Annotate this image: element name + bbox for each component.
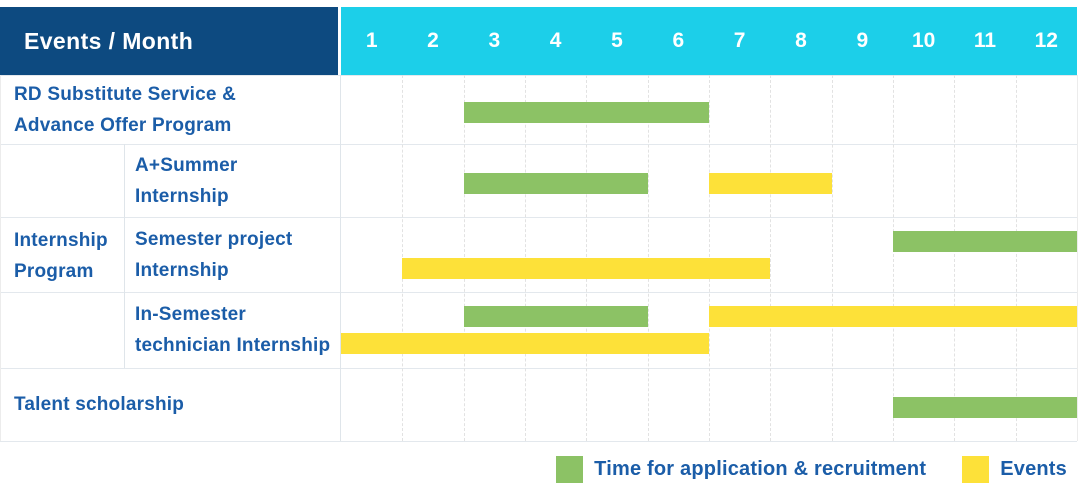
row-label-semester-project-internship: Semester project Internship bbox=[124, 217, 340, 292]
month-gridline bbox=[893, 75, 894, 441]
month-header-12: 12 bbox=[1034, 29, 1058, 52]
month-gridline bbox=[832, 75, 833, 441]
month-header-row: 1 2 3 4 5 6 7 8 9 10 11 12 bbox=[341, 7, 1077, 75]
month-header-7: 7 bbox=[733, 29, 746, 52]
gantt-bar-green bbox=[464, 173, 648, 194]
month-header-9: 9 bbox=[856, 29, 869, 52]
row-border bbox=[0, 217, 1077, 218]
gantt-bar-green bbox=[893, 397, 1077, 418]
gantt-bar-yellow bbox=[341, 333, 709, 354]
row-label-line: technician Internship bbox=[135, 335, 331, 356]
gantt-bar-yellow bbox=[709, 173, 832, 194]
row-label-line: A+Summer bbox=[135, 154, 238, 176]
row-border bbox=[0, 368, 1077, 369]
row-label-line: Internship bbox=[135, 185, 229, 207]
month-header-10: 10 bbox=[911, 29, 936, 52]
row-label-line: In-Semester bbox=[135, 304, 246, 325]
group-label-line: Internship bbox=[14, 230, 108, 251]
row-border bbox=[0, 144, 1077, 145]
month-header-8: 8 bbox=[795, 29, 807, 52]
row-border bbox=[0, 441, 1077, 442]
row-label-a-plus-summer-internship: A+Summer Internship bbox=[124, 144, 340, 217]
month-gridline bbox=[770, 75, 771, 441]
month-header-11: 11 bbox=[973, 29, 997, 52]
month-header-3: 3 bbox=[488, 29, 501, 52]
month-header-6: 6 bbox=[672, 29, 685, 52]
label-column-border bbox=[340, 75, 341, 441]
row-label-in-semester-technician-internship: In-Semester technician Internship bbox=[124, 292, 340, 368]
gantt-bar-green bbox=[464, 306, 648, 327]
month-gridline bbox=[954, 75, 955, 441]
row-border bbox=[0, 75, 1077, 76]
gantt-bar-yellow bbox=[709, 306, 1077, 327]
gantt-bar-yellow bbox=[402, 258, 770, 279]
month-header-2: 2 bbox=[427, 29, 439, 52]
month-header-4: 4 bbox=[549, 29, 562, 52]
table-left-border bbox=[0, 75, 1, 441]
legend: Time for application & recruitment Event… bbox=[556, 456, 1067, 483]
month-header-5: 5 bbox=[611, 29, 623, 52]
group-label-line: Program bbox=[14, 261, 94, 282]
header-title: Events / Month bbox=[24, 27, 194, 54]
gantt-bar-green bbox=[464, 102, 709, 123]
legend-label-events: Events bbox=[1000, 458, 1067, 480]
row-label-rd-substitute: RD Substitute Service & Advance Offer Pr… bbox=[0, 75, 340, 144]
legend-swatch-events-icon bbox=[962, 456, 990, 483]
row-label-line: Internship bbox=[135, 259, 229, 281]
header-events-month-cell: Events / Month bbox=[0, 7, 338, 75]
legend-label-application: Time for application & recruitment bbox=[594, 458, 927, 480]
row-label-line: Talent scholarship bbox=[14, 394, 185, 415]
row-label-line: Semester project bbox=[135, 228, 293, 250]
group-label-internship-program: Internship Program bbox=[0, 144, 124, 368]
sub-column-border bbox=[124, 144, 125, 368]
row-label-line: RD Substitute Service & bbox=[14, 83, 237, 105]
gantt-bar-green bbox=[893, 231, 1077, 252]
legend-swatch-application-icon bbox=[556, 456, 584, 483]
row-label-line: Advance Offer Program bbox=[14, 114, 232, 136]
month-gridline bbox=[1016, 75, 1017, 441]
row-border bbox=[0, 292, 1077, 293]
table-right-border bbox=[1077, 75, 1078, 441]
month-header-1: 1 bbox=[365, 29, 378, 52]
row-label-talent-scholarship: Talent scholarship bbox=[0, 368, 340, 441]
